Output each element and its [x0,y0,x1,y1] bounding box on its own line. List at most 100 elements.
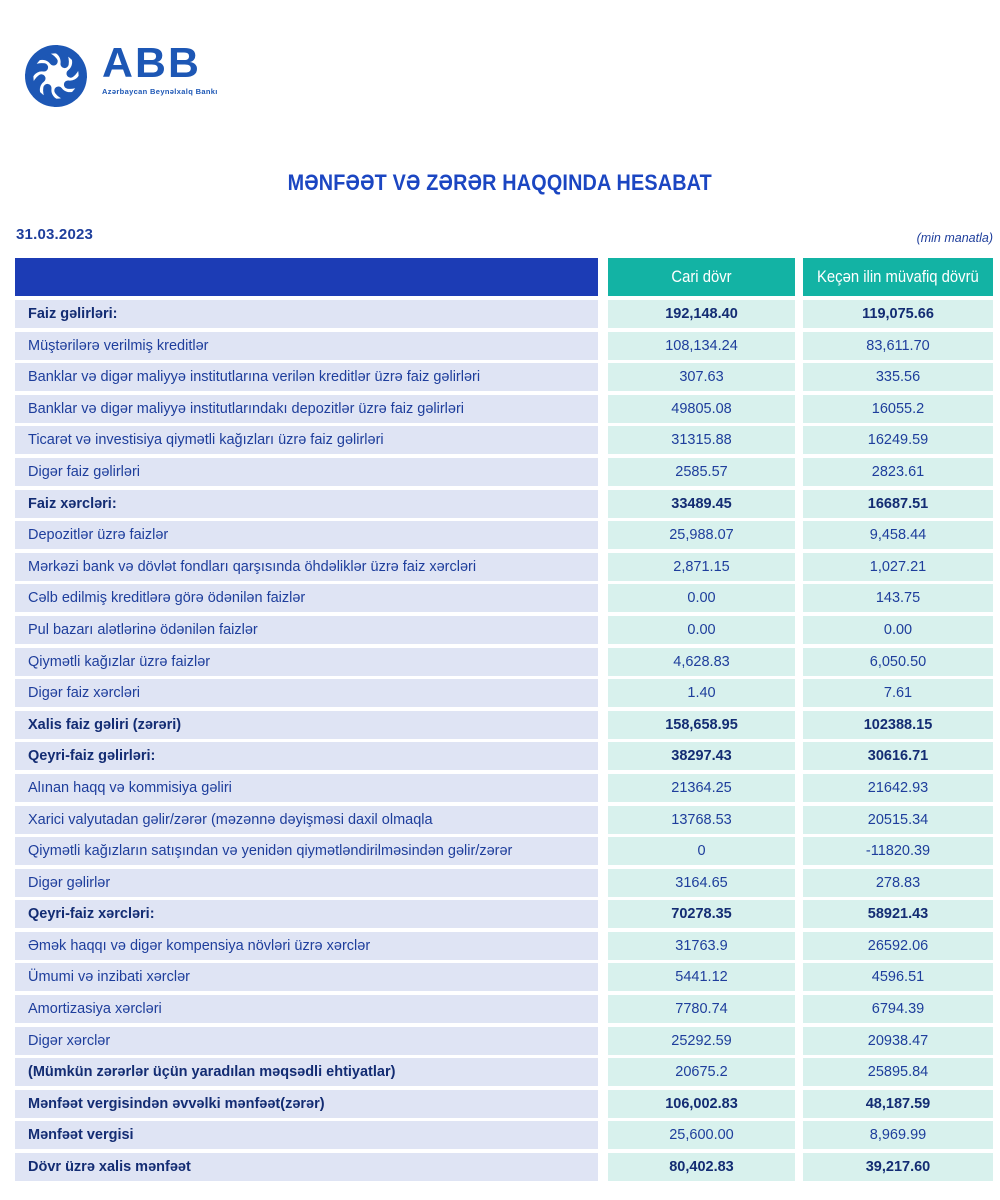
table-row: Xalis faiz gəliri (zərəri) 158,658.95 1023… [15,710,993,739]
table-header-row: Cari dövr Keçən ilin müvafiq dövrü [15,258,993,296]
value-previous: 30616.71 [803,742,993,771]
table-row: Faiz gəlirləri: 192,148.40 119,075.66 [15,300,993,328]
value-previous: 2823.61 [803,457,993,486]
value-previous: 39,217.60 [803,1153,993,1182]
row-label: Mənfəət vergisi [15,1121,598,1150]
table-row: Banklar və digər maliyyə institutlarında… [15,394,993,423]
row-label: Faiz gəlirləri: [15,300,598,328]
value-current: 1.40 [608,679,795,708]
value-previous: 16055.2 [803,394,993,423]
table-row: Ümumi və inzibati xərclər 5441.12 4596.51 [15,963,993,992]
value-previous: 1,027.21 [803,552,993,581]
table-row: Mənfəət vergisi 25,600.00 8,969.99 [15,1121,993,1150]
row-label: Cəlb edilmiş kreditlərə görə ödənilən fa… [15,584,598,613]
table-row: Qiymətli kağızların satışından və yenidə… [15,837,993,866]
table-row: Pul bazarı alətlərinə ödənilən faizlər 0.… [15,615,993,644]
table-row: Digər xərclər 25292.59 20938.47 [15,1026,993,1055]
value-current: 5441.12 [608,963,795,992]
value-current: 108,134.24 [608,331,795,360]
pnl-table: Cari dövr Keçən ilin müvafiq dövrü Faiz … [15,258,993,1185]
brand-tagline: Azərbaycan Beynəlxalq Bankı [102,87,218,97]
table-row: Mənfəət vergisindən əvvəlki mənfəət(zərə… [15,1089,993,1118]
table-row: Cəlb edilmiş kreditlərə görə ödənilən fa… [15,584,993,613]
table-row: Depozitlər üzrə faizlər 25,988.07 9,458.44 [15,521,993,550]
table-row: Amortizasiya xərcləri 7780.74 6794.39 [15,995,993,1024]
row-label: Depozitlər üzrə faizlər [15,521,598,550]
header-current-period: Cari dövr [608,258,795,296]
logo: ABB Azərbaycan Beynəlxalq Bankı [20,34,218,112]
table-row: Əmək haqqı və digər kompensiya növləri ü… [15,931,993,960]
row-label: Faiz xərcləri: [15,489,598,518]
row-label: Dövr üzrə xalis mənfəət [15,1153,598,1182]
row-label: (Mümkün zərərlər üçün yaradılan məqsədli… [15,1058,598,1087]
value-previous: 9,458.44 [803,521,993,550]
header-blank-cell [15,258,598,296]
row-label: Ticarət və investisiya qiymətli kağızlar… [15,426,598,455]
page-title: MƏNFƏƏT VƏ ZƏRƏR HAQQINDA HESABAT [287,170,713,195]
table-row: Digər faiz gəlirləri 2585.57 2823.61 [15,457,993,486]
value-previous: 58921.43 [803,900,993,929]
table-row: Dövr üzrə xalis mənfəət 80,402.83 39,217.6… [15,1153,993,1182]
value-current: 3164.65 [608,868,795,897]
row-label: Qeyri-faiz gəlirləri: [15,742,598,771]
value-previous: 16249.59 [803,426,993,455]
table-row: Xarici valyutadan gəlir/zərər (məzənnə d… [15,805,993,834]
value-current: 20675.2 [608,1058,795,1087]
abb-rosette-icon [25,45,87,107]
row-label: Digər gəlirlər [15,868,598,897]
row-label: Qiymətli kağızlar üzrə faizlər [15,647,598,676]
value-previous: 83,611.70 [803,331,993,360]
table-row: Müştərilərə verilmiş kreditlər 108,134.24… [15,331,993,360]
value-current: 106,002.83 [608,1089,795,1118]
value-current: 192,148.40 [608,300,795,328]
table-row: Faiz xərcləri: 33489.45 16687.51 [15,489,993,518]
row-label: Qiymətli kağızların satışından və yenidə… [15,837,598,866]
value-previous: 48,187.59 [803,1089,993,1118]
value-previous: 26592.06 [803,931,993,960]
row-label: Mənfəət vergisindən əvvəlki mənfəət(zərə… [15,1089,598,1118]
report-date: 31.03.2023 [16,226,94,243]
value-previous: 20515.34 [803,805,993,834]
value-previous: 7.61 [803,679,993,708]
table-row: Qeyri-faiz xərcləri: 70278.35 58921.43 [15,900,993,929]
row-label: Əmək haqqı və digər kompensiya növləri ü… [15,931,598,960]
value-current: 0 [608,837,795,866]
value-previous: 4596.51 [803,963,993,992]
row-label: Digər faiz xərcləri [15,679,598,708]
value-current: 49805.08 [608,394,795,423]
row-label: Xarici valyutadan gəlir/zərər (məzənnə d… [15,805,598,834]
value-current: 0.00 [608,615,795,644]
unit-note: (min manatla) [916,231,993,245]
value-previous: 102388.15 [803,710,993,739]
value-current: 33489.45 [608,489,795,518]
value-previous: 335.56 [803,363,993,392]
value-previous: 6,050.50 [803,647,993,676]
value-previous: 0.00 [803,615,993,644]
row-label: Pul bazarı alətlərinə ödənilən faizlər [15,615,598,644]
value-previous: 21642.93 [803,773,993,802]
table-row: Digər faiz xərcləri 1.40 7.61 [15,679,993,708]
value-previous: 119,075.66 [803,300,993,328]
value-current: 307.63 [608,363,795,392]
value-current: 31315.88 [608,426,795,455]
value-current: 7780.74 [608,995,795,1024]
value-current: 38297.43 [608,742,795,771]
table-row: Digər gəlirlər 3164.65 278.83 [15,868,993,897]
row-label: Digər xərclər [15,1026,598,1055]
value-current: 70278.35 [608,900,795,929]
row-label: Xalis faiz gəliri (zərəri) [15,710,598,739]
value-current: 2585.57 [608,457,795,486]
value-current: 25,600.00 [608,1121,795,1150]
table-row: Alınan haqq və kommisiya gəliri 21364.25 2… [15,773,993,802]
value-current: 0.00 [608,584,795,613]
row-label: Amortizasiya xərcləri [15,995,598,1024]
value-previous: 25895.84 [803,1058,993,1087]
value-previous: 8,969.99 [803,1121,993,1150]
row-label: Ümumi və inzibati xərclər [15,963,598,992]
value-current: 21364.25 [608,773,795,802]
header-previous-period: Keçən ilin müvafiq dövrü [803,258,993,296]
row-label: Banklar və digər maliyyə institutlarına … [15,363,598,392]
value-previous: 20938.47 [803,1026,993,1055]
value-previous: 143.75 [803,584,993,613]
value-previous: 6794.39 [803,995,993,1024]
